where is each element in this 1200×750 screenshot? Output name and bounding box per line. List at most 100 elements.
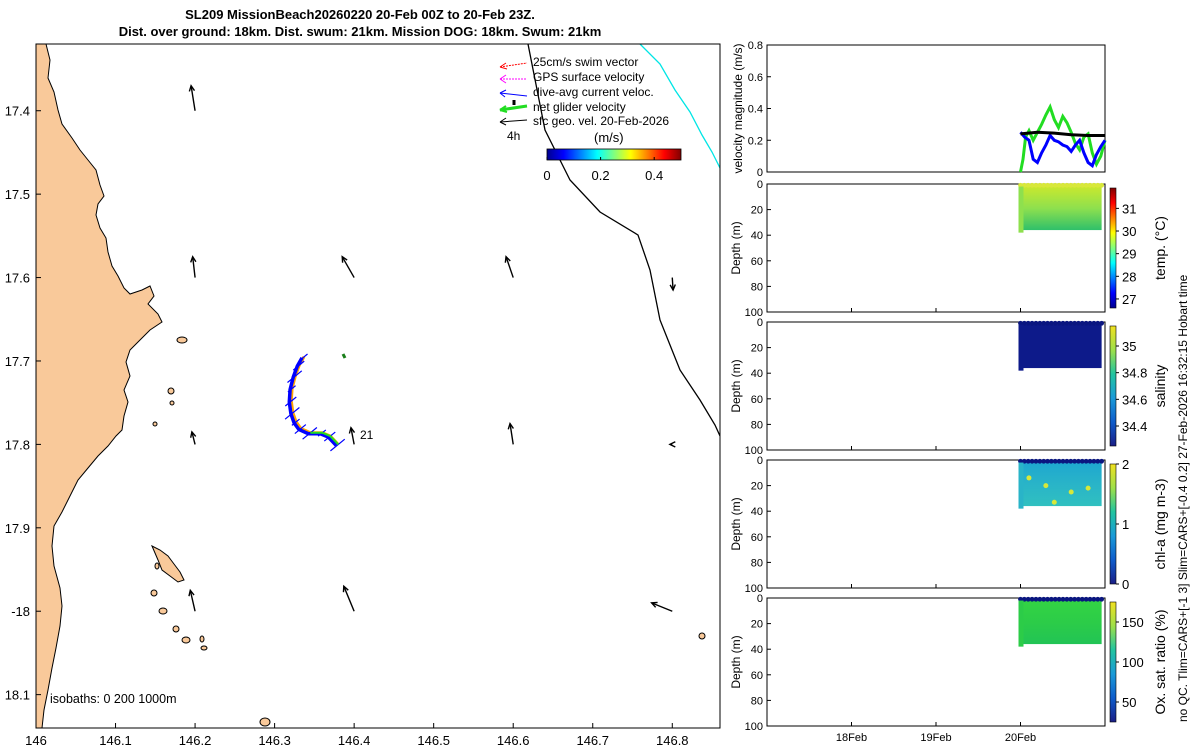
surface-sample-dot [1099,596,1105,602]
depth-tick-label: 20 [751,205,763,217]
profile-left-edge [1018,462,1024,509]
title-line-2: Dist. over ground: 18km. Dist. swum: 21k… [118,24,602,39]
current-vector [287,385,296,393]
surface-sample-dot [1083,458,1089,464]
colorbar-tick-label: 31 [1122,201,1136,216]
sfc-geo-arrow-head [669,284,676,292]
colorbar-tick-label: 150 [1122,615,1144,630]
map-y-tick-label: 18.1 [5,688,30,703]
surface-sample-dot [1072,320,1077,326]
sfc-geo-arrow-head [190,430,197,438]
colorbar-label: temp. (°C) [1152,216,1168,280]
map-y-tick-label: 17.4 [5,104,30,119]
sfc-geo-arrow-shaft [191,431,196,445]
chl-highlight-dot [1026,475,1032,481]
speed-colorbar-tick-label: 0.4 [645,168,663,183]
colorbar-tick-label: 34.6 [1122,392,1147,407]
speed-colorbar-tick-label: 0 [543,168,550,183]
legend-swatch-sfc-head [499,117,507,126]
depth-tick-label: 40 [751,368,763,380]
surface-sample-dot [1099,320,1105,326]
legend-label-gps: GPS surface velocity [533,70,644,84]
surface-sample-dot [1018,182,1023,188]
surface-sample-dot [1037,182,1043,188]
colorbar-tick-label: 30 [1122,224,1136,239]
surface-sample-dot [1068,596,1074,602]
sfc-geo-arrow [342,584,355,612]
surface-sample-dot [1025,458,1031,464]
profile-data-fill [1020,324,1102,369]
depth-tick-label: 100 [745,583,763,595]
surface-sample-dot [1076,596,1081,602]
sfc-geo-arrow [188,588,196,612]
velocity-y-tick-label: 0.4 [748,104,763,116]
map-x-tick-label: 146.4 [338,733,371,748]
surface-sample-dot [1072,458,1077,464]
surface-sample-dot [1076,458,1081,464]
surface-sample-dot [1049,596,1054,602]
surface-sample-dot [1021,596,1027,602]
chl-highlight-dot [1068,489,1074,495]
legend-swatch-current [499,92,528,97]
island [158,607,168,615]
surface-sample-dot [1041,596,1047,602]
surface-sample-dot [1064,182,1070,188]
sfc-geo-arrow-shaft [343,585,355,612]
surface-sample-dot [1076,182,1081,188]
surface-sample-dot [1018,596,1023,602]
track-start-marker [341,353,347,359]
colorbar-tick-label: 29 [1122,247,1136,262]
chl-highlight-dot [1085,485,1091,491]
current-vector [299,353,308,361]
sfc-geo-arrow-head [650,601,658,608]
sfc-geo-arrow-shaft [350,427,355,445]
surface-sample-dot [1056,596,1062,602]
map-x-tick-label: 146.1 [99,733,132,748]
map-x-tick-label: 146.8 [656,733,689,748]
sfc-geo-arrow-shaft [190,85,196,111]
sfc-geo-arrow-shaft [341,256,355,278]
title-line-1: SL209 MissionBeach20260220 20-Feb 00Z to… [185,7,535,22]
surface-sample-dot [1060,458,1066,464]
speed-colorbar-ticks: 0 0.2 0.4 [543,157,663,183]
sfc-geo-arrow-shaft [671,277,674,291]
surface-sample-dot [1068,458,1074,464]
depth-tick-label: 0 [757,317,763,329]
surface-sample-dot [1095,458,1101,464]
colorbar-tick-label: 2 [1122,457,1129,472]
island [169,400,175,406]
surface-sample-dot [1041,320,1047,326]
sfc-geo-arrow-head [188,84,196,92]
depth-tick-label: 80 [751,419,763,431]
velocity-series [1020,130,1105,137]
sfc-geo-velocity-arrows [188,84,676,612]
surface-sample-dot [1091,182,1097,188]
surface-sample-dot [1079,320,1085,326]
depth-axis-label: Depth (m) [729,221,743,274]
sfc-geo-arrow-head [507,421,515,430]
colorbar-label: Ox. sat. ratio (%) [1152,609,1168,714]
island [199,635,205,643]
island [698,632,706,640]
map-legend: 25cm/s swim vector GPS surface velocity … [499,55,682,183]
island [259,717,271,727]
surface-sample-dot [1083,182,1089,188]
sfc-geo-arrow [190,255,197,278]
surface-sample-dot [1052,182,1058,188]
map-y-tick-label: 17.5 [5,187,30,202]
colorbar [1109,463,1117,585]
surface-sample-dot [1079,458,1085,464]
sfc-geo-arrow [341,255,355,278]
surface-sample-dot [1041,182,1047,188]
legend-swatch-swim-head [499,62,508,70]
surface-sample-dot [1045,596,1050,602]
depth-tick-label: 100 [745,307,763,319]
surface-sample-dot [1045,320,1050,326]
time-tick-label: 20Feb [1005,732,1036,744]
sfc-geo-arrow [669,277,676,292]
surface-sample-dot [1099,182,1105,188]
velocity-plot-area [766,44,1106,173]
depth-tick-label: 40 [751,644,763,656]
velocity-y-tick-label: 0.2 [748,135,763,147]
